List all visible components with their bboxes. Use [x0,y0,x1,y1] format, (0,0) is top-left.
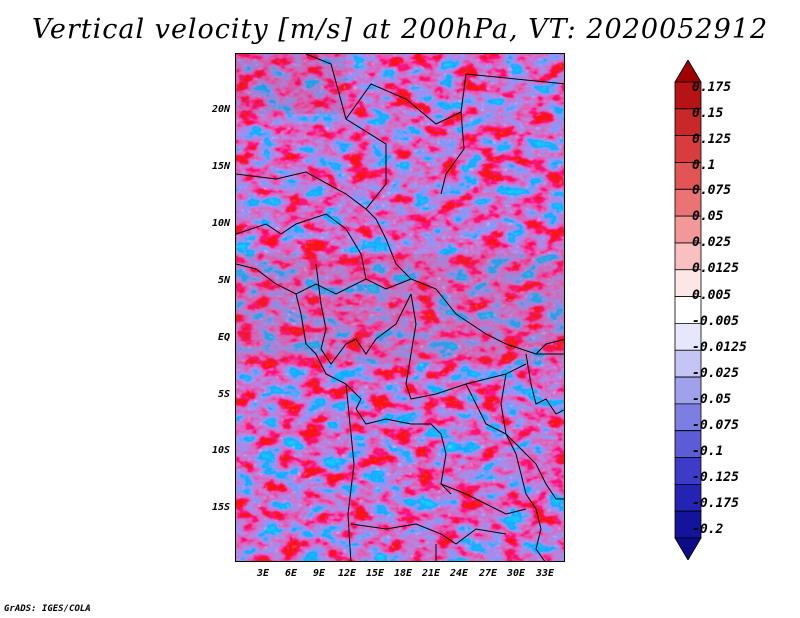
colorbar-label: 0.0125 [692,261,739,276]
colorbar-label: 0.15 [692,106,724,121]
x-tick-label: 24E [450,568,469,579]
y-tick-label: 15S [211,502,230,513]
colorbar-label: -0.175 [692,496,739,511]
x-tick-label: 27E [479,568,498,579]
colorbar-label: 0.05 [692,209,724,224]
colorbar-graphic [674,60,702,560]
y-tick-label: 5N [217,275,230,286]
y-tick-label: 10S [211,445,230,456]
x-tick-label: 3E [257,568,270,579]
colorbar-label: -0.125 [692,470,739,485]
colorbar-label: 0.175 [692,80,732,95]
x-tick-label: 21E [422,568,441,579]
y-tick-label: EQ [217,332,230,343]
y-tick-label: 10N [211,218,230,229]
y-tick-label: 15N [211,161,230,172]
colorbar-label: 0.075 [692,183,732,198]
colorbar-label: -0.0125 [692,340,747,355]
x-tick-label: 9E [313,568,326,579]
colorbar-label: -0.005 [692,314,739,329]
x-tick-label: 18E [394,568,413,579]
x-tick-label: 12E [338,568,357,579]
map-field-svg [236,54,564,561]
colorbar-label: -0.025 [692,366,739,381]
colorbar-label: -0.075 [692,418,739,433]
x-tick-label: 30E [507,568,526,579]
y-tick-label: 5S [217,389,230,400]
country-borders [236,54,564,561]
colorbar-label: -0.05 [692,392,732,407]
x-tick-label: 15E [366,568,385,579]
colorbar-label: 0.1 [692,158,716,173]
colorbar-segment [674,60,702,83]
colorbar-label: 0.125 [692,132,732,147]
map-title: Vertical velocity [m/s] at 200hPa, VT: 2… [31,14,769,45]
colorbar-label: -0.2 [692,522,724,537]
y-tick-label: 20N [211,104,230,115]
colorbar-label: 0.025 [692,235,732,250]
colorbar-label: 0.005 [692,288,732,303]
map-plot-area [235,53,565,562]
colorbar-segment [674,537,702,560]
x-tick-label: 6E [285,568,298,579]
colorbar-label: -0.1 [692,444,724,459]
x-tick-label: 33E [536,568,555,579]
grads-credit: GrADS: IGES/COLA [4,604,91,614]
